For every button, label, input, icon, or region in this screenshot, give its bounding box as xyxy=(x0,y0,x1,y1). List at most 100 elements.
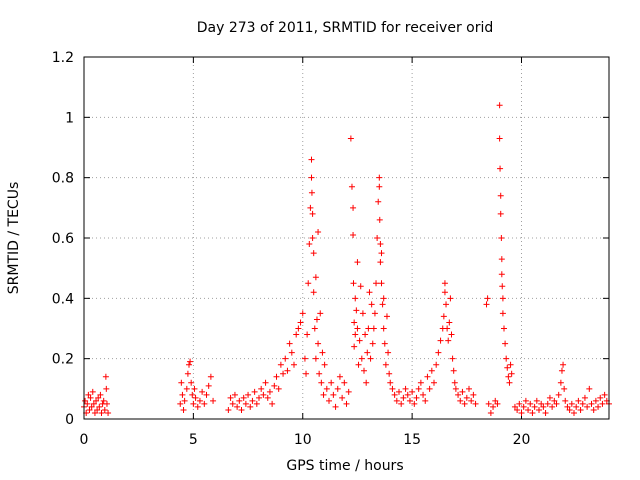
data-point xyxy=(373,280,380,287)
data-point xyxy=(496,102,503,109)
data-point xyxy=(205,382,212,389)
data-point xyxy=(586,385,593,392)
data-point xyxy=(573,403,580,410)
data-point xyxy=(377,259,384,266)
data-point xyxy=(426,385,433,392)
data-point xyxy=(417,379,424,386)
data-point xyxy=(468,397,475,404)
data-point xyxy=(457,397,464,404)
data-point xyxy=(444,325,451,332)
data-point xyxy=(378,250,385,257)
data-point xyxy=(355,361,362,368)
data-point xyxy=(311,325,318,332)
data-point xyxy=(499,310,506,317)
data-point xyxy=(207,373,214,380)
data-points xyxy=(81,102,612,416)
y-axis-label: SRMTID / TECUs xyxy=(6,182,22,295)
data-point xyxy=(103,400,110,407)
data-point xyxy=(245,391,252,398)
data-point xyxy=(307,204,314,211)
data-point xyxy=(308,174,315,181)
data-point xyxy=(435,349,442,356)
data-point xyxy=(504,364,511,371)
data-point xyxy=(527,400,534,407)
data-point xyxy=(502,340,509,347)
data-point xyxy=(506,379,513,386)
data-point xyxy=(463,394,470,401)
data-point xyxy=(188,379,195,386)
data-point xyxy=(522,397,529,404)
data-point xyxy=(542,409,549,416)
data-point xyxy=(288,349,295,356)
data-point xyxy=(291,361,297,368)
data-point xyxy=(323,385,330,392)
data-point xyxy=(490,403,497,410)
x-tick-label: 15 xyxy=(403,432,421,448)
data-point xyxy=(592,397,599,404)
data-point xyxy=(590,406,597,413)
data-point xyxy=(499,283,506,290)
data-point xyxy=(284,367,291,374)
data-point xyxy=(86,406,93,413)
data-point xyxy=(406,397,413,404)
data-point xyxy=(367,355,374,362)
data-point xyxy=(588,400,595,407)
data-point xyxy=(356,337,363,344)
data-point xyxy=(192,394,199,401)
data-point xyxy=(191,385,198,392)
data-point xyxy=(352,331,359,338)
data-point xyxy=(189,391,196,398)
data-point xyxy=(352,295,359,302)
data-point xyxy=(452,385,459,392)
data-point xyxy=(484,295,491,302)
data-point xyxy=(186,361,192,368)
data-point xyxy=(310,289,317,296)
data-point xyxy=(363,379,370,386)
data-point xyxy=(485,400,492,407)
data-point xyxy=(385,349,392,356)
data-point xyxy=(282,355,289,362)
data-point xyxy=(411,400,418,407)
data-point xyxy=(293,331,300,338)
data-point xyxy=(251,388,258,395)
data-point xyxy=(256,394,262,401)
data-point xyxy=(357,283,364,290)
data-point xyxy=(362,331,369,338)
data-point xyxy=(178,379,185,386)
axis-ticks xyxy=(83,56,609,420)
data-point xyxy=(240,394,247,401)
data-point xyxy=(317,310,324,317)
data-point xyxy=(538,400,545,407)
data-point xyxy=(520,403,527,410)
data-point xyxy=(378,280,385,287)
data-point xyxy=(501,325,507,332)
data-point xyxy=(286,340,293,347)
y-tick-label: 1.2 xyxy=(52,50,74,66)
data-point xyxy=(498,256,505,263)
data-point xyxy=(310,250,317,257)
data-point xyxy=(370,325,377,332)
data-point xyxy=(449,355,456,362)
data-point xyxy=(492,397,499,404)
data-point xyxy=(507,361,514,368)
data-point xyxy=(102,373,109,380)
data-point xyxy=(571,409,577,416)
data-point xyxy=(503,355,510,362)
data-point xyxy=(339,394,346,401)
data-point xyxy=(210,397,217,404)
data-point xyxy=(374,235,381,241)
data-point xyxy=(505,373,512,380)
data-point xyxy=(446,319,453,326)
data-point xyxy=(354,259,361,266)
data-point xyxy=(238,406,245,413)
data-point xyxy=(312,274,319,281)
data-point xyxy=(321,361,328,368)
data-point xyxy=(266,388,273,395)
data-point xyxy=(275,385,282,392)
data-point xyxy=(196,397,203,404)
data-point xyxy=(581,394,588,401)
data-point xyxy=(497,192,504,199)
data-point xyxy=(382,361,389,368)
data-point xyxy=(306,241,313,248)
